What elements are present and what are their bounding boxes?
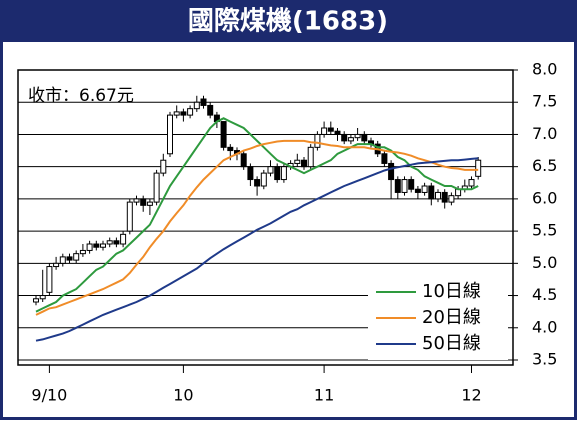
candle-body [167,114,173,155]
candle-body [240,153,247,168]
y-tick-label: 6.0 [532,188,557,207]
candle-body [73,253,80,261]
candle-body [408,179,415,190]
candle-body [341,133,348,142]
candle-body [468,179,475,187]
candle-body [173,111,180,116]
candle-body [180,111,187,116]
candle-body [66,256,73,261]
candle-body [146,201,153,206]
candle-body [280,166,287,181]
candle-body [347,137,354,142]
candle-body [327,127,334,132]
candle-body [294,159,301,164]
candle-body [475,159,482,177]
candle-body [207,104,214,116]
candle-body [86,243,93,251]
y-tick-label: 4.0 [532,317,557,336]
y-tick-label: 4.5 [532,285,557,304]
y-tick-label: 6.5 [532,156,557,175]
candle-body [120,233,127,245]
candle-body [200,98,207,106]
legend-label: 50日線 [422,333,481,354]
chart-title: 國際煤機(1683) [188,7,388,37]
legend-label: 10日線 [422,281,481,302]
candle-body [435,191,441,200]
candle-body [39,295,46,300]
candle-body [381,153,388,164]
candle-body [274,166,281,181]
candle-body [100,243,106,248]
ma-line [35,139,479,316]
y-tick-label: 5.0 [532,253,557,272]
candle-body [314,133,321,148]
y-tick-label: 5.5 [532,221,557,240]
candle-body [428,185,435,200]
candle-body [153,172,160,203]
candle-body [388,162,395,181]
candle-body [260,172,267,187]
candle-body [254,179,261,187]
candle-body [301,159,307,168]
candle-body [448,195,455,203]
y-tick-label: 7.0 [532,124,557,143]
candle-body [354,133,361,139]
candle-body [321,127,328,135]
ma-line [35,117,479,313]
candle-body [267,166,274,174]
candle-body [53,262,60,268]
candle-body [394,179,401,193]
candle-body [33,298,39,303]
ma-line [35,157,479,342]
x-tick-label: 11 [314,386,334,405]
plot-frame [17,69,514,366]
candle-body [227,146,234,152]
candle-body [79,249,86,255]
candle-body [441,191,448,203]
candle-body [93,243,100,248]
candle-body [187,108,194,116]
candle-body [113,240,120,245]
candle-body [401,179,408,193]
candle-body [220,121,227,148]
y-tick-label: 7.5 [532,92,557,111]
y-tick-label: 3.5 [532,350,557,369]
candle-body [334,130,341,135]
candle-body [133,198,140,203]
annotation: 收市：6.67元 [28,86,134,106]
x-tick-label: 9/10 [31,386,67,405]
candle-body [59,256,66,264]
candle-body [46,266,53,293]
y-tick-label: 8.0 [532,60,557,79]
candle-body [160,159,167,174]
candle-body [307,146,314,168]
candle-body [414,188,421,193]
x-tick-label: 10 [173,386,193,405]
x-tick-label: 12 [461,386,481,405]
candle-body [193,101,200,110]
legend-label: 20日線 [422,307,481,328]
candle-body [106,240,113,245]
candle-body [421,185,428,193]
candle-body [126,201,133,232]
candle-body [247,166,254,181]
candle-body [361,133,368,142]
candle-body [140,198,147,206]
